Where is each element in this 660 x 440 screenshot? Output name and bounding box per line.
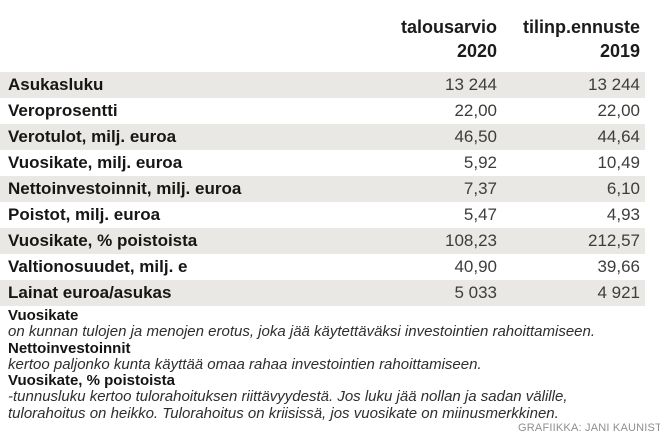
value-2019: 4 921 [597,283,640,302]
table-row: Vuosikate, milj. euroa 5,92 10,49 [0,150,645,176]
table-row: Veroprosentti 22,00 22,00 [0,98,645,124]
value-2019: 39,66 [597,257,640,276]
value-2019: 44,64 [597,127,640,146]
footnote-definition: on kunnan tulojen ja menojen erotus, jok… [8,323,596,340]
footnote-term-vuosikate: Vuosikate [8,307,79,324]
column-header-line1: tilinp.ennuste [523,17,640,37]
column-header-line1: talousarvio [400,17,497,37]
value-2020: 5 033 [454,283,497,302]
value-2020: 5,47 [463,205,497,224]
table-body: Asukasluku 13 244 13 244 Veroprosentti 2… [0,72,645,306]
table-row: Asukasluku 13 244 13 244 [0,72,645,98]
footnote-term-nettoinvestoinnit: Nettoinvestoinnit [8,339,131,357]
value-2020: 108,23 [445,231,497,250]
value-2020: 13 244 [445,75,497,94]
value-2019: 4,93 [606,205,640,224]
column-header-tilinp-ennuste-2019: tilinp.ennuste 2019 [497,15,645,63]
value-2020: 46,50 [454,127,497,146]
table-row: Verotulot, milj. euroa 46,50 44,64 [0,124,645,150]
row-label: Vuosikate, % poistoista [8,231,198,250]
value-2019: 212,57 [588,231,640,250]
table-row: Valtionosuudet, milj. e 40,90 39,66 [0,254,645,280]
row-label: Nettoinvestoinnit, milj. euroa [8,179,242,198]
value-2020: 5,92 [463,153,497,172]
graphics-credit: GRAFIIKKA: JANI KAUNIST [518,422,660,434]
row-label: Valtionosuudet, milj. e [8,257,188,276]
value-2020: 22,00 [454,101,497,120]
value-2020: 40,90 [454,257,497,276]
value-2019: 6,10 [606,179,640,198]
value-2020: 7,37 [463,179,497,198]
column-header-talousarvio-2020: talousarvio 2020 [347,15,497,63]
row-label: Verotulot, milj. euroa [8,127,177,146]
row-label: Vuosikate, milj. euroa [8,153,183,172]
value-2019: 10,49 [597,153,640,172]
footnote-definition: kertoo paljonko kunta käyttää omaa rahaa… [8,355,482,373]
table-header: talousarvio 2020 tilinp.ennuste 2019 [0,0,645,63]
footnote-definition: -tunnusluku kertoo tulorahoituksen riitt… [8,388,568,422]
column-header-line2: 2020 [456,41,497,61]
table-row: Lainat euroa/asukas 5 033 4 921 [0,280,645,306]
footnote-term-vuosikate-poistoista: Vuosikate, % poistoista [8,372,175,389]
row-label: Asukasluku [8,75,104,94]
table-row: Nettoinvestoinnit, milj. euroa 7,37 6,10 [0,176,645,202]
value-2019: 22,00 [597,101,640,120]
column-header-line2: 2019 [599,41,640,61]
footnotes: Vuosikate on kunnan tulojen ja menojen e… [0,306,660,422]
row-label: Lainat euroa/asukas [8,283,172,302]
value-2019: 13 244 [588,75,640,94]
table-row: Poistot, milj. euroa 5,47 4,93 [0,202,645,228]
table-row: Vuosikate, % poistoista 108,23 212,57 [0,228,645,254]
row-label: Veroprosentti [8,101,118,120]
row-label: Poistot, milj. euroa [8,205,161,224]
